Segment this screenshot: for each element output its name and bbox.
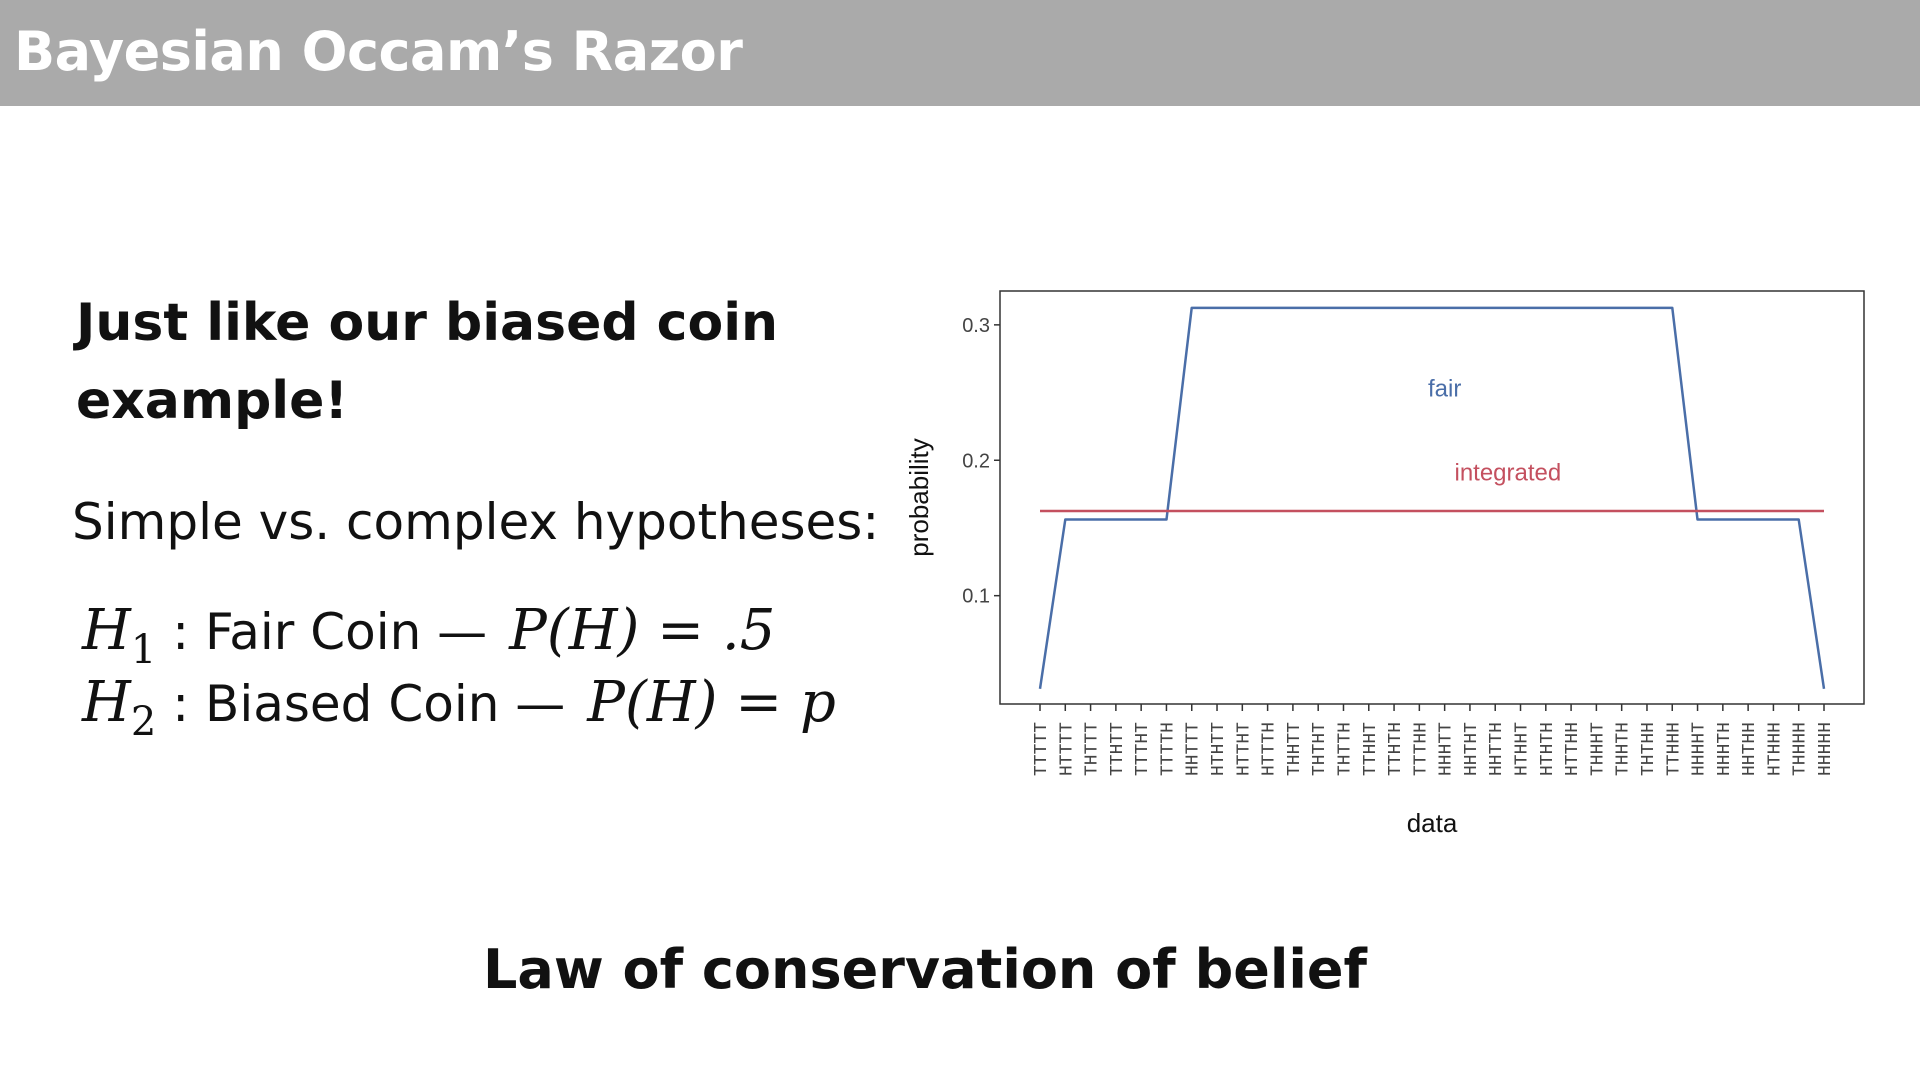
x-tick-label: THTHT — [1310, 722, 1330, 776]
x-tick-label: HTHTH — [1538, 722, 1558, 776]
x-tick-label: TTTHT — [1133, 722, 1153, 776]
x-tick-label: THHHH — [1791, 722, 1811, 776]
hypothesis-1: H 1 : Fair Coin — P(H) = .5 — [82, 598, 776, 673]
heading: Just like our biased coin example! — [76, 293, 779, 431]
hypothesis-1-description: : Fair Coin — — [172, 603, 488, 661]
y-tick-label: 0.3 — [962, 315, 990, 337]
hypothesis-2-index: 2 — [130, 699, 157, 745]
x-tick-label: THHTH — [1614, 722, 1634, 776]
x-tick-label: THTTT — [1083, 722, 1103, 776]
x-tick-label: HTTHH — [1563, 722, 1583, 776]
x-tick-label: TTHHT — [1361, 722, 1381, 776]
x-tick-label: HTHHH — [1765, 722, 1785, 776]
page-title: Bayesian Occam’s Razor — [14, 20, 743, 83]
series-line-fair — [1038, 306, 1826, 689]
x-tick-label: HHHHT — [1690, 722, 1710, 776]
y-tick-label: 0.2 — [962, 450, 990, 472]
y-tick-label: 0.1 — [962, 586, 990, 608]
x-tick-label: HHTTT — [1184, 722, 1204, 776]
hypothesis-2-symbol: H — [82, 670, 131, 735]
x-tick-label: HHHTH — [1715, 722, 1735, 776]
x-tick-label: HHTHT — [1462, 722, 1482, 776]
series-label-fair: fair — [1428, 376, 1461, 403]
y-axis-label: probability — [904, 438, 934, 557]
x-tick-label: THHHT — [1588, 722, 1608, 776]
x-tick-label: TTTHH — [1411, 722, 1431, 776]
hypothesis-1-index: 1 — [130, 627, 157, 673]
x-axis-label: data — [1407, 808, 1458, 838]
subheading: Simple vs. complex hypotheses: — [72, 493, 880, 551]
x-tick-label: HTHTT — [1209, 722, 1229, 776]
x-tick-label: HTTHT — [1234, 722, 1254, 776]
x-tick-label: HTTTH — [1260, 722, 1280, 776]
x-tick-label: HTHHT — [1513, 722, 1533, 776]
x-tick-label: HHHTT — [1437, 722, 1457, 776]
x-tick-label: TTHTH — [1386, 722, 1406, 776]
x-tick-label: TTTTH — [1158, 722, 1178, 776]
x-tick-label: HTTTT — [1057, 722, 1077, 776]
hypothesis-1-formula: P(H) = .5 — [509, 598, 776, 663]
x-tick-label: THTHH — [1639, 722, 1659, 776]
probability-chart: 0.1 0.2 0.3 TTTTT HTTTT THTTT TTHTT TTTHT TTTTH H… — [904, 290, 1865, 838]
x-tick-label: THHTT — [1285, 722, 1305, 776]
hypothesis-1-symbol: H — [82, 598, 131, 663]
series-label-integrated: integrated — [1454, 460, 1561, 487]
plot-panel — [999, 290, 1865, 705]
x-tick-label: HHTTH — [1487, 722, 1507, 776]
title-bar: Bayesian Occam’s Razor — [0, 0, 1920, 106]
x-tick-label: THTTH — [1335, 722, 1355, 776]
x-tick-label: HHTHH — [1740, 722, 1760, 776]
x-tick-label: TTTTT — [1032, 722, 1052, 776]
hypothesis-2-formula: P(H) = p — [587, 670, 836, 735]
footer-text: Law of conservation of belief — [483, 938, 1367, 1001]
x-tick-label: TTHHH — [1664, 722, 1684, 776]
x-tick-label: HHHHH — [1816, 722, 1836, 776]
hypothesis-2-description: : Biased Coin — — [172, 675, 566, 733]
x-tick-label: TTHTT — [1108, 722, 1128, 776]
hypothesis-2: H 2 : Biased Coin — P(H) = p — [82, 670, 836, 745]
